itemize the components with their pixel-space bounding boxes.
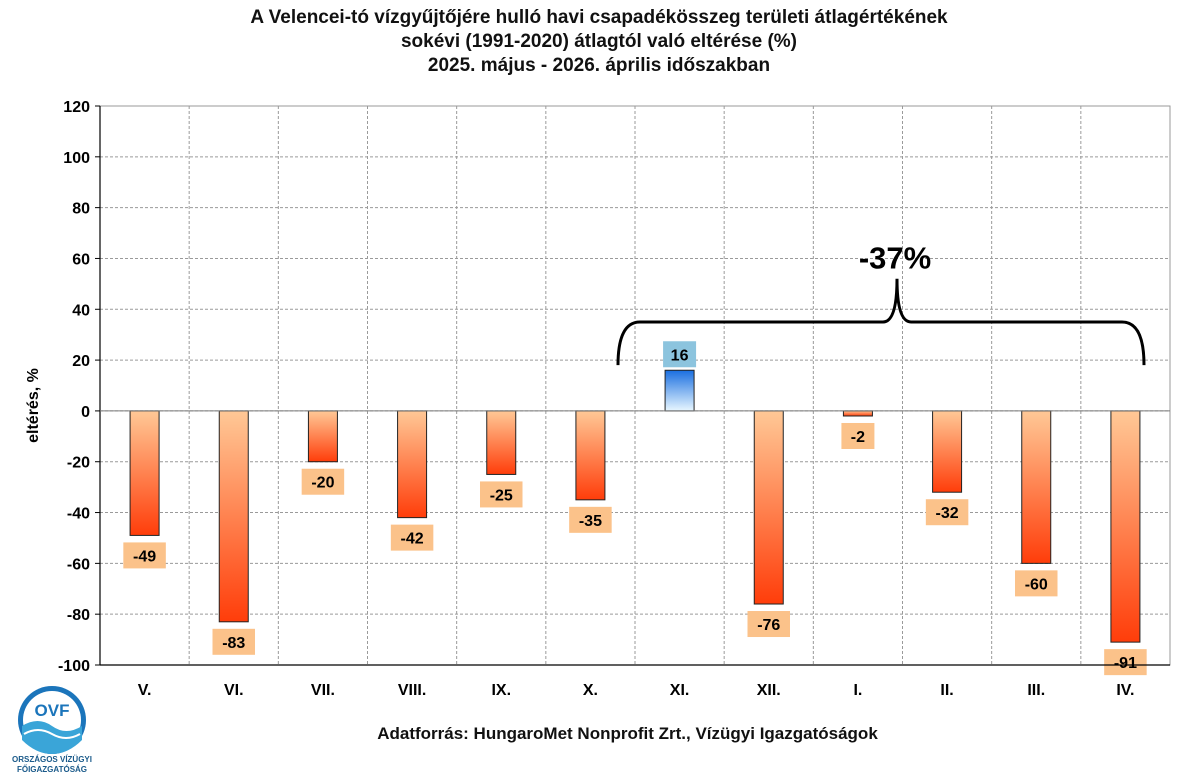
x-tick-label: I. <box>853 682 862 699</box>
data-label-box <box>1015 570 1058 597</box>
bar-IV. <box>1110 410 1141 643</box>
data-label: 16 <box>671 347 689 364</box>
y-tick-label: 100 <box>63 150 90 167</box>
data-source-note: Adatforrás: HungaroMet Nonprofit Zrt., V… <box>377 724 878 743</box>
bar-VII. <box>307 410 338 463</box>
y-tick-label: -100 <box>58 658 90 675</box>
logo-caption-line-1: ORSZÁGOS VÍZÜGYI <box>11 755 92 764</box>
x-tick-label: XI. <box>670 682 690 699</box>
bar-I. <box>842 410 873 417</box>
data-label-box <box>1104 649 1147 676</box>
data-label-box <box>301 468 345 495</box>
data-label-box <box>925 499 969 526</box>
data-label: -91 <box>1114 655 1137 672</box>
y-tick-label: -20 <box>67 455 90 472</box>
y-tick-label: 20 <box>72 353 90 370</box>
x-tick-label: VI. <box>224 682 244 699</box>
y-axis-label: eltérés, % <box>25 368 42 443</box>
x-tick-label: VII. <box>311 682 335 699</box>
data-label-box <box>841 422 875 449</box>
data-label: -60 <box>1025 576 1048 593</box>
data-label-box <box>390 524 434 551</box>
y-tick-label: 60 <box>72 251 90 268</box>
bar-IX. <box>486 410 517 475</box>
y-tick-label: -40 <box>67 506 90 523</box>
data-label: -25 <box>490 487 513 504</box>
bar-V. <box>129 410 160 536</box>
chart-title-line-3: 2025. május - 2026. április időszakban <box>427 55 771 76</box>
y-tick-label: -80 <box>67 607 90 624</box>
bar-XII. <box>753 410 784 605</box>
x-tick-label: VIII. <box>398 682 426 699</box>
x-tick-label: IX. <box>491 682 511 699</box>
y-tick-label: -60 <box>67 556 90 573</box>
bar-III. <box>1021 410 1052 564</box>
x-tick-label: X. <box>583 682 598 699</box>
data-label-box <box>123 542 166 569</box>
data-label: -76 <box>757 617 780 634</box>
y-tick-label: 40 <box>72 302 90 319</box>
y-tick-label: 120 <box>63 99 90 116</box>
data-label-box <box>480 481 523 508</box>
bar-VI. <box>218 410 249 623</box>
y-tick-label: 80 <box>72 201 90 218</box>
data-label: -2 <box>851 429 865 446</box>
data-label-box <box>569 506 612 533</box>
chart-title: A Velencei-tó vízgyűjtőjére hulló havi c… <box>0 6 1198 78</box>
data-label: -49 <box>133 548 156 565</box>
data-label: -83 <box>222 635 245 652</box>
chart-title-line-1: A Velencei-tó vízgyűjtőjére hulló havi c… <box>250 7 948 28</box>
data-label-box <box>747 611 790 638</box>
y-tick-label: 0 <box>81 404 90 421</box>
data-label: -35 <box>579 513 602 530</box>
logo-caption: ORSZÁGOS VÍZÜGYI FŐIGAZGATÓSÁG <box>0 755 104 775</box>
x-tick-label: III. <box>1027 682 1045 699</box>
x-tick-label: II. <box>940 682 953 699</box>
bar-II. <box>932 410 963 493</box>
data-label: -32 <box>936 505 959 522</box>
bar-XI. <box>664 369 695 412</box>
ovf-logo: OVF <box>18 686 86 754</box>
data-label: -20 <box>311 475 334 492</box>
bar-VIII. <box>397 410 428 519</box>
chart-title-line-2: sokévi (1991-2020) átlagtól való eltérés… <box>400 31 798 52</box>
logo-text: OVF <box>35 701 70 720</box>
range-annotation-label: -37% <box>859 240 931 275</box>
range-brace <box>616 278 1146 366</box>
data-label-box <box>212 628 255 655</box>
x-tick-label: V. <box>138 682 152 699</box>
bar-X. <box>575 410 606 501</box>
logo-caption-line-2: FŐIGAZGATÓSÁG <box>16 765 88 774</box>
x-tick-label: IV. <box>1116 682 1134 699</box>
x-tick-label: XII. <box>757 682 781 699</box>
data-label-box <box>663 341 697 368</box>
data-label: -42 <box>401 531 424 548</box>
